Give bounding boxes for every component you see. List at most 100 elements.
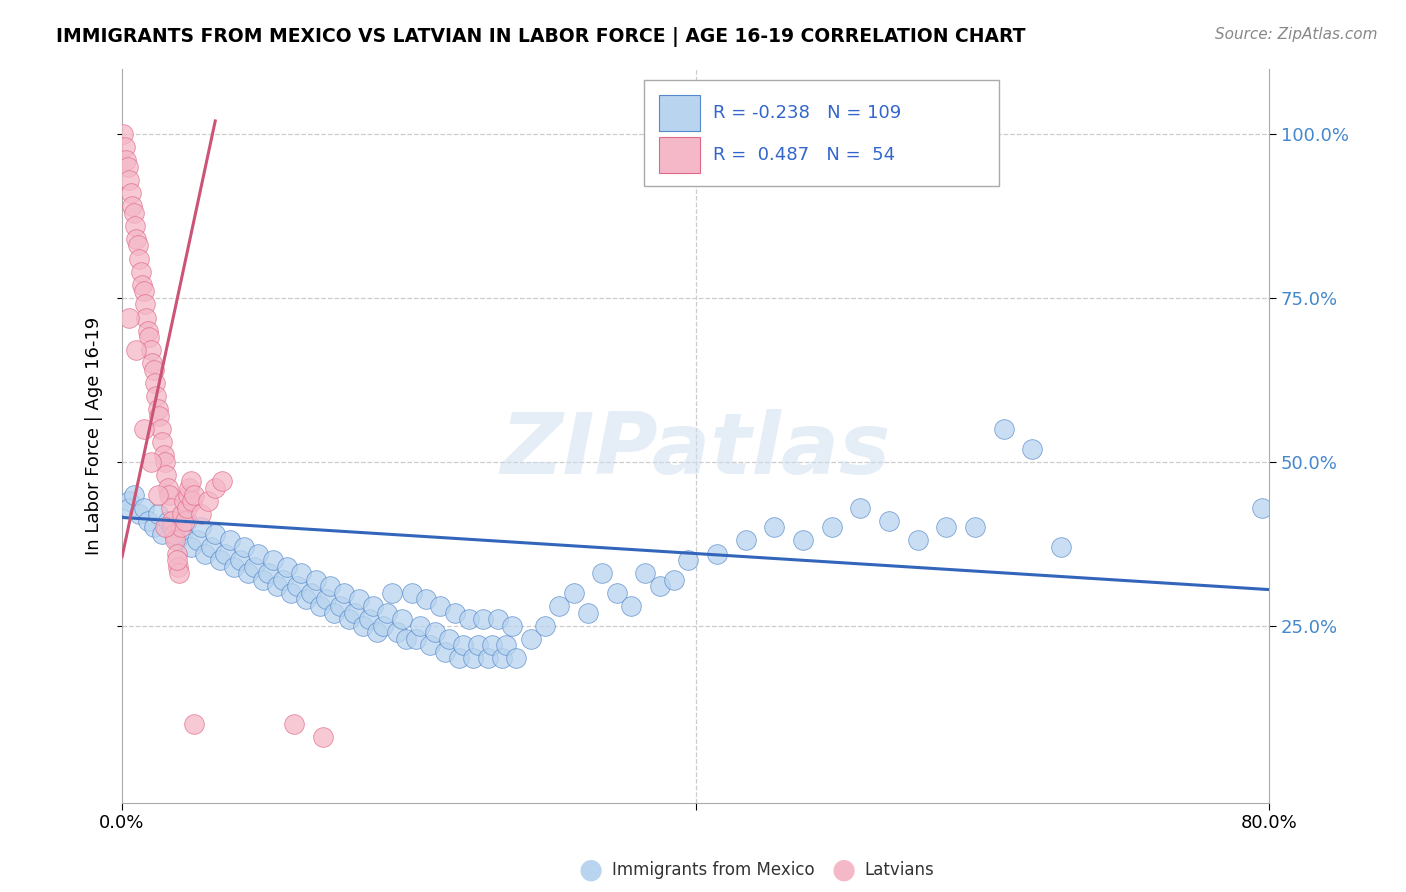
Text: Source: ZipAtlas.com: Source: ZipAtlas.com	[1215, 27, 1378, 42]
Point	[387, 625, 409, 640]
Point	[167, 559, 190, 574]
Point	[405, 632, 427, 646]
Point	[283, 717, 305, 731]
Point	[204, 481, 226, 495]
Point	[437, 632, 460, 646]
Point	[391, 612, 413, 626]
Point	[129, 265, 152, 279]
Point	[138, 330, 160, 344]
Point	[1021, 442, 1043, 456]
Point	[190, 507, 212, 521]
Point	[821, 520, 844, 534]
Point	[181, 494, 204, 508]
Point	[343, 606, 366, 620]
Y-axis label: In Labor Force | Age 16-19: In Labor Force | Age 16-19	[86, 317, 103, 555]
Point	[299, 586, 322, 600]
Point	[148, 409, 170, 423]
Point	[117, 160, 139, 174]
Point	[415, 592, 437, 607]
Point	[375, 606, 398, 620]
Point	[401, 586, 423, 600]
Point	[222, 559, 245, 574]
Point	[186, 533, 208, 548]
Point	[156, 514, 179, 528]
Point	[146, 507, 169, 521]
Point	[176, 500, 198, 515]
Point	[965, 520, 987, 534]
Point	[194, 547, 217, 561]
Point	[132, 285, 155, 299]
Point	[734, 533, 756, 548]
Point	[136, 514, 159, 528]
Point	[243, 559, 266, 574]
Point	[285, 579, 308, 593]
Point	[166, 553, 188, 567]
Point	[648, 579, 671, 593]
Point	[165, 533, 187, 548]
Point	[153, 455, 176, 469]
Point	[200, 540, 222, 554]
Point	[347, 592, 370, 607]
Point	[247, 547, 270, 561]
Point	[606, 586, 628, 600]
Point	[309, 599, 332, 613]
Point	[763, 520, 786, 534]
Point	[620, 599, 643, 613]
Point	[118, 310, 141, 325]
Point	[576, 606, 599, 620]
Point	[266, 579, 288, 593]
Point	[429, 599, 451, 613]
Point	[501, 618, 523, 632]
Text: ●: ●	[578, 855, 603, 884]
Point	[562, 586, 585, 600]
Point	[352, 618, 374, 632]
Point	[132, 500, 155, 515]
Point	[115, 153, 138, 168]
Point	[141, 356, 163, 370]
Point	[139, 343, 162, 358]
Point	[433, 645, 456, 659]
Point	[211, 475, 233, 489]
Point	[135, 310, 157, 325]
Point	[409, 618, 432, 632]
Point	[634, 566, 657, 581]
Point	[122, 205, 145, 219]
Point	[155, 467, 177, 482]
Point	[152, 448, 174, 462]
Point	[157, 487, 180, 501]
Point	[166, 533, 188, 548]
Point	[127, 238, 149, 252]
Point	[486, 612, 509, 626]
Text: Latvians: Latvians	[865, 861, 935, 879]
Point	[122, 487, 145, 501]
Point	[128, 252, 150, 266]
Point	[849, 500, 872, 515]
Point	[319, 579, 342, 593]
Point	[877, 514, 900, 528]
Point	[125, 232, 148, 246]
Point	[146, 402, 169, 417]
Point	[143, 376, 166, 391]
Point	[142, 363, 165, 377]
Point	[120, 186, 142, 200]
Point	[146, 487, 169, 501]
Point	[467, 638, 489, 652]
Point	[160, 520, 183, 534]
Point	[149, 422, 172, 436]
Point	[472, 612, 495, 626]
FancyBboxPatch shape	[659, 95, 700, 131]
Point	[290, 566, 312, 581]
Point	[176, 514, 198, 528]
Text: R =  0.487   N =  54: R = 0.487 N = 54	[713, 146, 894, 164]
Point	[183, 717, 205, 731]
Point	[792, 533, 814, 548]
Point	[204, 527, 226, 541]
Point	[678, 553, 700, 567]
FancyBboxPatch shape	[659, 136, 700, 173]
Point	[118, 173, 141, 187]
Point	[495, 638, 517, 652]
Point	[173, 494, 195, 508]
Point	[190, 520, 212, 534]
Point	[134, 297, 156, 311]
Point	[132, 422, 155, 436]
